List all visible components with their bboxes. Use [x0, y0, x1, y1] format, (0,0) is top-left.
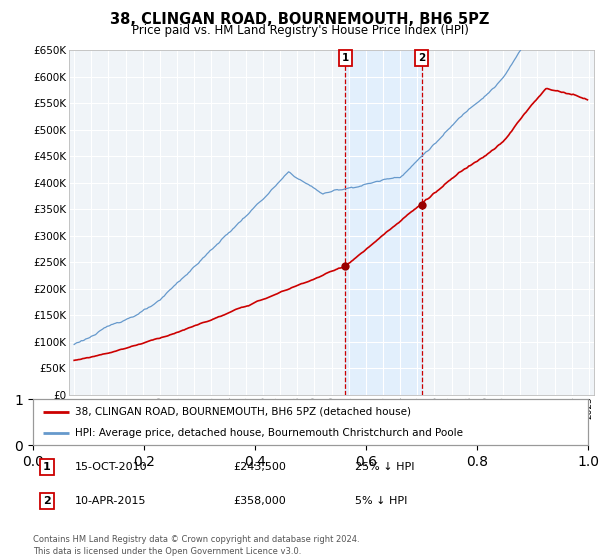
Text: 5% ↓ HPI: 5% ↓ HPI: [355, 496, 407, 506]
Text: 10-APR-2015: 10-APR-2015: [74, 496, 146, 506]
Text: 2: 2: [43, 496, 51, 506]
Text: £358,000: £358,000: [233, 496, 286, 506]
Text: 25% ↓ HPI: 25% ↓ HPI: [355, 462, 415, 472]
Text: 2: 2: [418, 53, 425, 63]
Text: 38, CLINGAN ROAD, BOURNEMOUTH, BH6 5PZ: 38, CLINGAN ROAD, BOURNEMOUTH, BH6 5PZ: [110, 12, 490, 27]
Text: 1: 1: [341, 53, 349, 63]
Text: 1: 1: [43, 462, 51, 472]
Text: 38, CLINGAN ROAD, BOURNEMOUTH, BH6 5PZ (detached house): 38, CLINGAN ROAD, BOURNEMOUTH, BH6 5PZ (…: [74, 407, 410, 417]
Text: 15-OCT-2010: 15-OCT-2010: [74, 462, 147, 472]
Bar: [345, 50, 422, 395]
Text: £243,500: £243,500: [233, 462, 286, 472]
Text: HPI: Average price, detached house, Bournemouth Christchurch and Poole: HPI: Average price, detached house, Bour…: [74, 428, 463, 438]
Text: Contains HM Land Registry data © Crown copyright and database right 2024.
This d: Contains HM Land Registry data © Crown c…: [33, 535, 359, 556]
Text: Price paid vs. HM Land Registry's House Price Index (HPI): Price paid vs. HM Land Registry's House …: [131, 24, 469, 36]
